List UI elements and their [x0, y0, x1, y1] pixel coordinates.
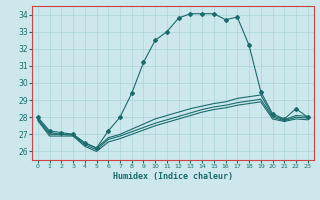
X-axis label: Humidex (Indice chaleur): Humidex (Indice chaleur) — [113, 172, 233, 181]
